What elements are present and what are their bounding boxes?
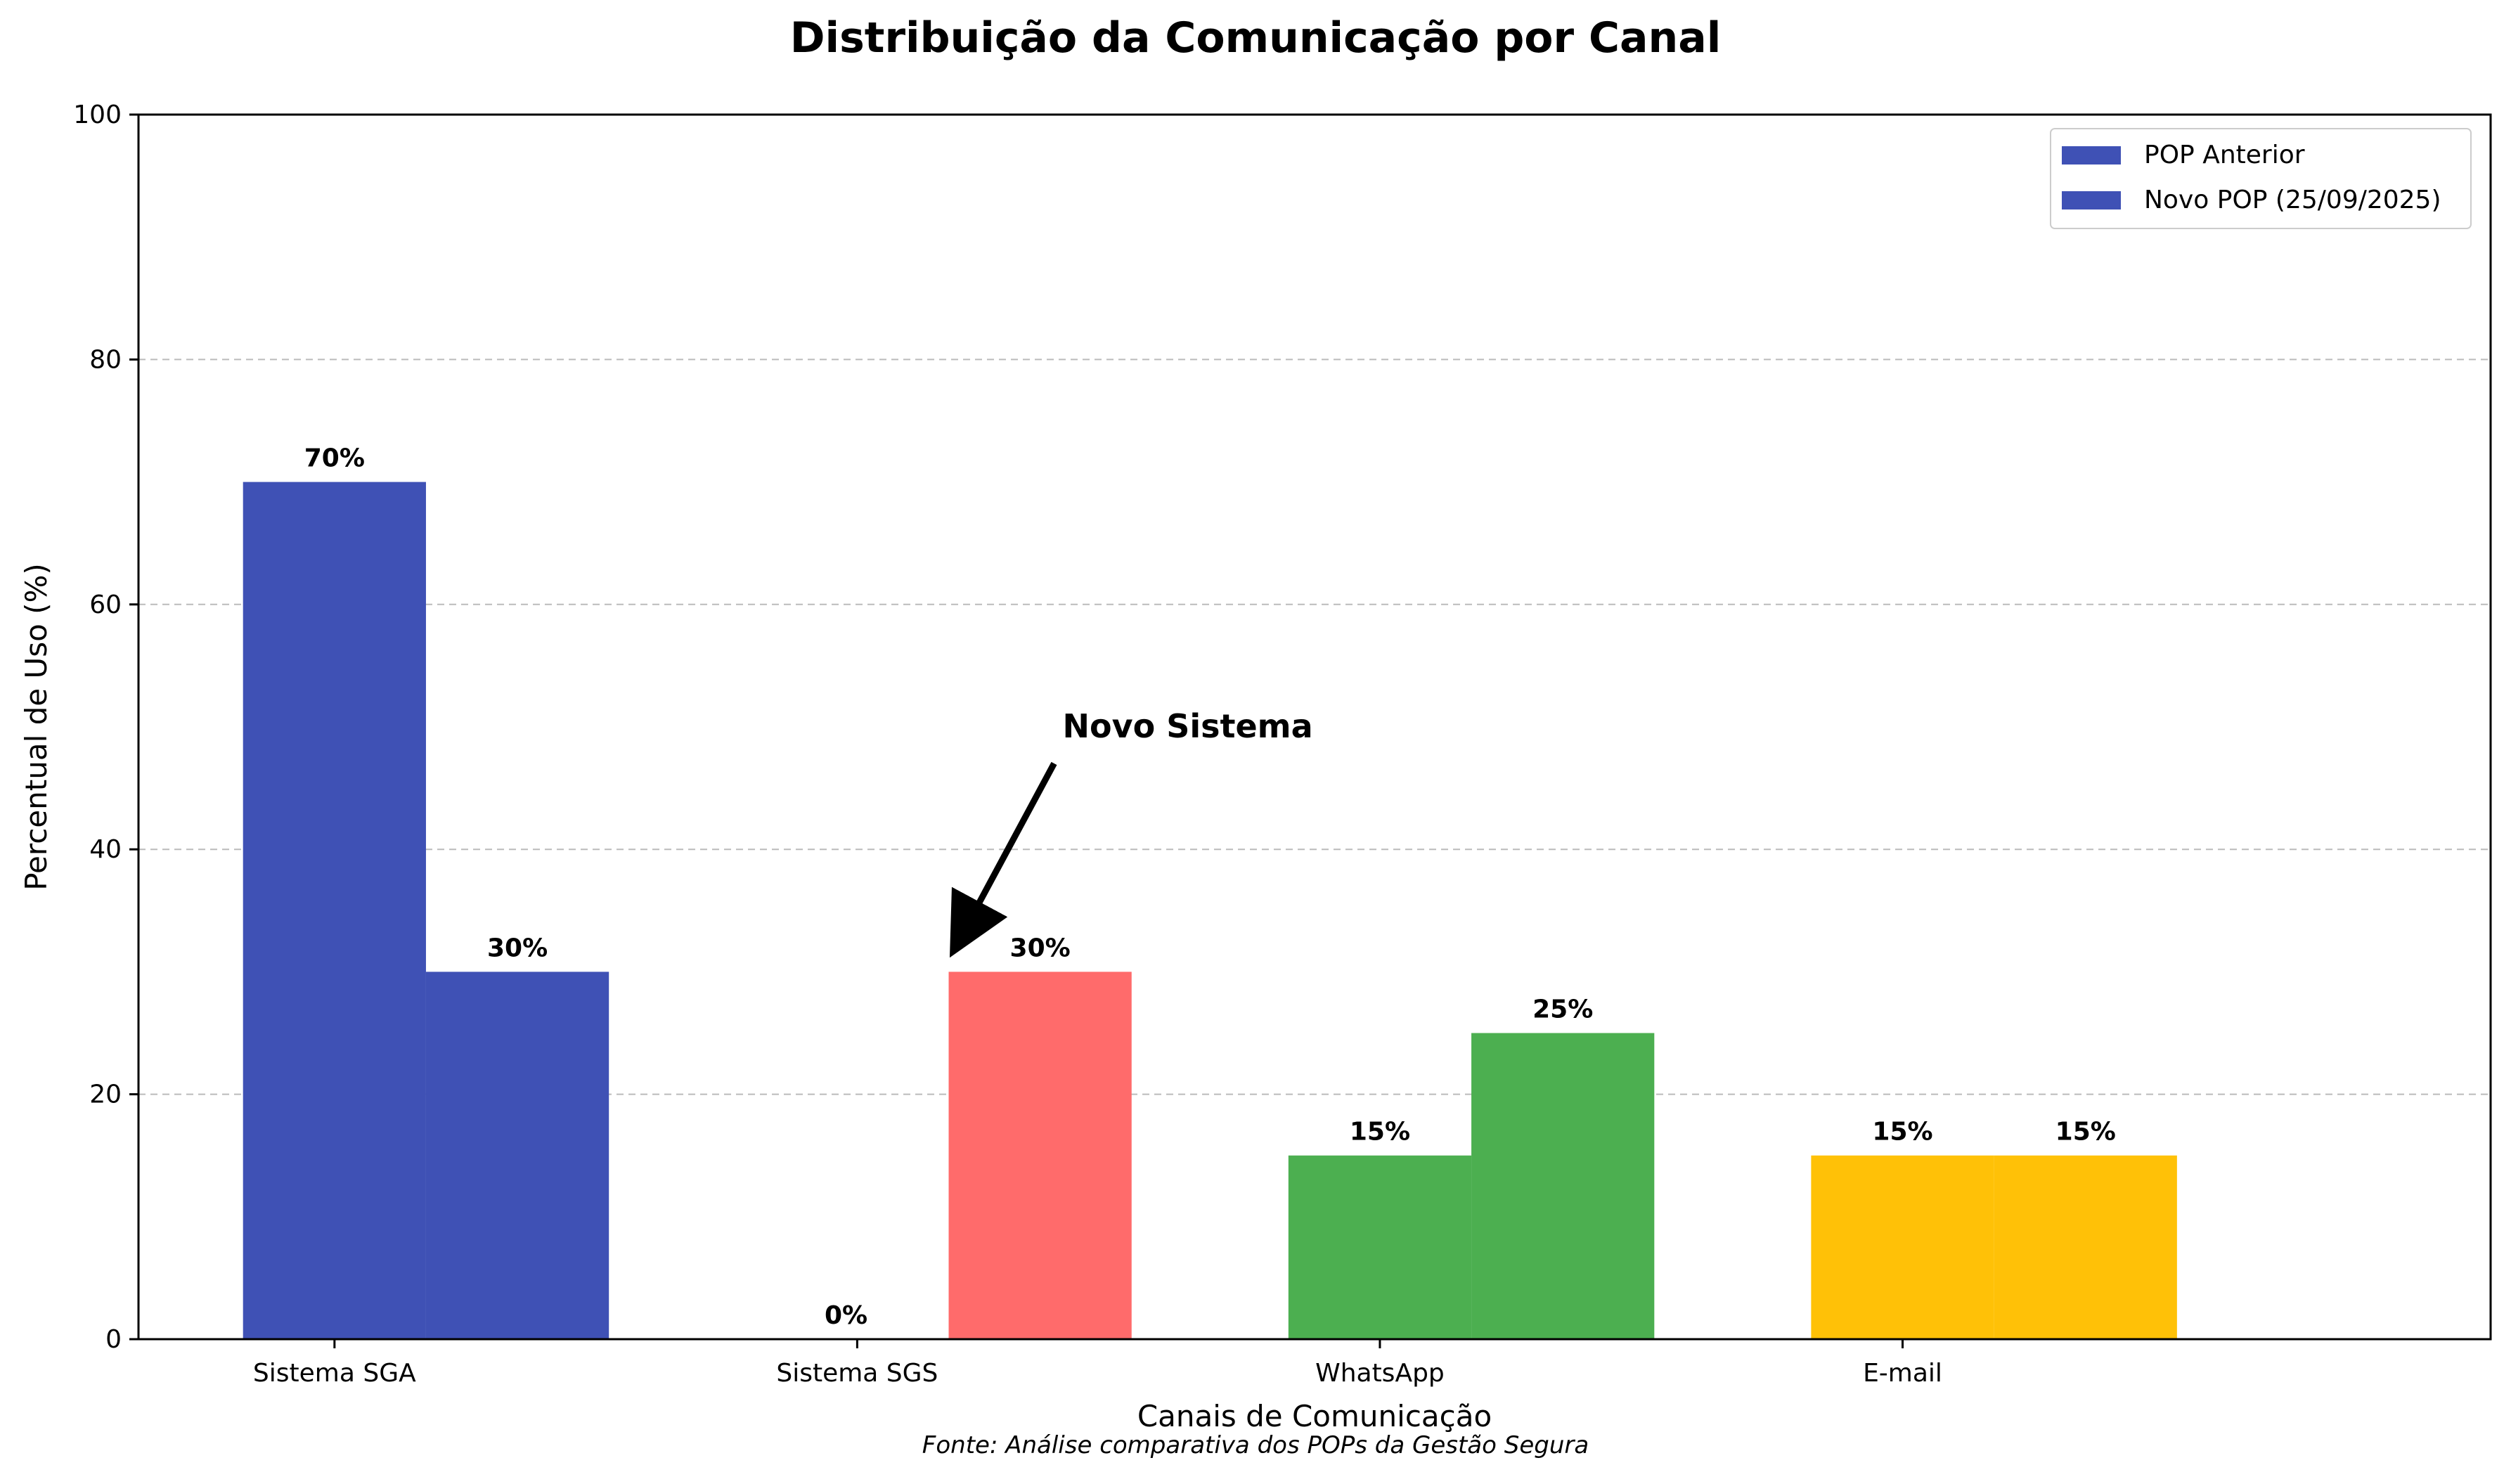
x-tick-label-whatsapp: WhatsApp [1315,1359,1445,1388]
y-tick-label-80: 80 [89,345,122,374]
x-tick-label-sistema-sga: Sistema SGA [253,1359,416,1388]
chart-title: Distribuição da Comunicação por Canal [790,13,1722,63]
legend: POP Anterior Novo POP (25/09/2025) [2050,128,2472,229]
bar-novo-pop-25-09-2025-sistema-sga [425,972,609,1339]
legend-box [2050,128,2472,229]
x-axis-ticks: Sistema SGA Sistema SGS WhatsApp E-mail [253,1339,1942,1388]
bar-pop-anterior-sistema-sga [243,482,426,1339]
y-tick-label-100: 100 [73,101,122,129]
y-axis-ticks: 0 20 40 60 80 100 [73,101,138,1354]
y-tick-label-60: 60 [89,591,122,619]
legend-label-pop-anterior: POP Anterior [2144,141,2305,169]
data-labels: 70% 0% 15% 15% 30% 30% 25% 15% [304,444,2116,1330]
annotation-text: Novo Sistema [1063,707,1313,745]
x-tick-label-sistema-sgs: Sistema SGS [776,1359,938,1388]
x-tick-label-e-mail: E-mail [1863,1359,1942,1388]
bar-pop-anterior-whatsapp [1288,1155,1472,1339]
plot-frame [137,113,2492,1341]
data-label-pop-anterior-whatsapp: 15% [1350,1118,1410,1147]
y-tick-label-20: 20 [89,1080,122,1109]
annotation-arrow [949,761,1057,958]
data-label-novo-pop-25-09-2025-sistema-sgs: 30% [1010,934,1071,962]
bar-novo-pop-25-09-2025-sistema-sgs [948,972,1132,1339]
data-label-pop-anterior-sistema-sgs: 0% [825,1301,867,1330]
data-label-novo-pop-25-09-2025-sistema-sga: 30% [487,934,548,962]
legend-label-novo-pop: Novo POP (25/09/2025) [2144,186,2441,214]
annotation: Novo Sistema [949,707,1313,958]
data-label-pop-anterior-e-mail: 15% [1872,1118,1932,1147]
y-axis-label: Percentual de Uso (%) [19,563,53,891]
legend-swatch-pop-anterior [2062,146,2121,164]
x-axis-label: Canais de Comunicação [1137,1399,1492,1433]
data-label-novo-pop-25-09-2025-whatsapp: 25% [1532,995,1593,1024]
data-label-novo-pop-25-09-2025-e-mail: 15% [2055,1118,2116,1147]
y-tick-label-40: 40 [89,835,122,864]
bar-novo-pop-25-09-2025-e-mail [1994,1155,2177,1339]
bars [243,482,2177,1339]
bar-novo-pop-25-09-2025-whatsapp [1471,1033,1655,1339]
gridlines [138,359,2491,1095]
data-label-pop-anterior-sistema-sga: 70% [304,444,365,473]
legend-swatch-novo-pop [2062,191,2121,209]
y-tick-label-0: 0 [105,1325,122,1354]
bar-pop-anterior-e-mail [1811,1155,1994,1339]
source-note: Fonte: Análise comparativa dos POPs da G… [922,1431,1589,1459]
